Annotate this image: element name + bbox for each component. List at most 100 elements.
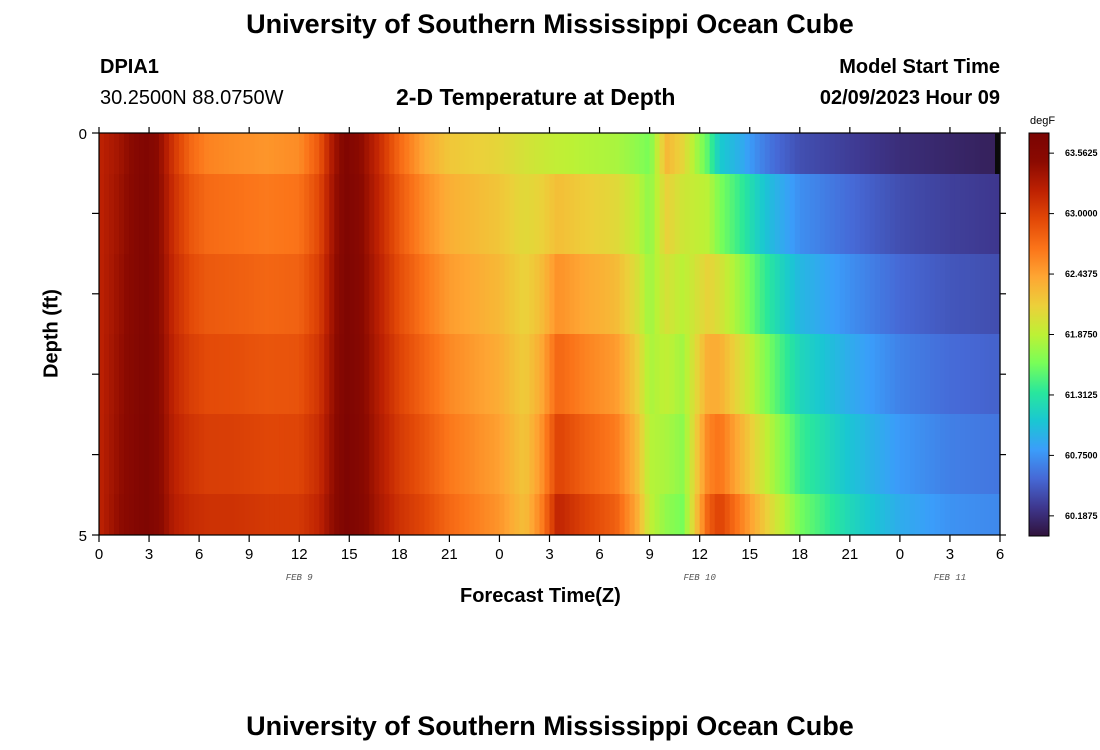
- heatmap-cell: [834, 174, 841, 254]
- heatmap-cell: [724, 414, 731, 494]
- heatmap-cell: [444, 494, 450, 535]
- heatmap-cell: [334, 174, 340, 254]
- heatmap-cell: [684, 414, 691, 494]
- heatmap-cell: [394, 494, 400, 535]
- heatmap-cell: [629, 494, 636, 535]
- x-tick-label: 0: [95, 546, 103, 563]
- heatmap-cell: [144, 174, 150, 254]
- heatmap-cell: [789, 133, 796, 174]
- heatmap-cell: [769, 254, 776, 334]
- footer-title: University of Southern Mississippi Ocean…: [246, 711, 854, 741]
- heatmap-cell: [919, 254, 926, 334]
- heatmap-cell: [684, 174, 691, 254]
- heatmap-cell: [699, 174, 706, 254]
- heatmap-cell: [809, 494, 816, 535]
- heatmap-cell: [894, 174, 901, 254]
- heatmap-cell: [469, 494, 476, 535]
- heatmap-cell: [114, 254, 120, 334]
- heatmap-cell: [804, 254, 811, 334]
- heatmap-cell: [614, 174, 621, 254]
- heatmap-cell: [884, 133, 891, 174]
- heatmap-cell: [484, 133, 491, 174]
- heatmap-cell: [504, 254, 511, 334]
- heatmap-cell: [904, 254, 911, 334]
- heatmap-cell: [414, 414, 420, 494]
- heatmap-cell: [559, 254, 566, 334]
- heatmap-cell: [304, 174, 310, 254]
- heatmap-cell: [524, 174, 531, 254]
- heatmap-cell: [859, 254, 866, 334]
- heatmap-cell: [549, 174, 556, 254]
- heatmap-cell: [609, 174, 616, 254]
- heatmap-cell: [104, 174, 110, 254]
- heatmap-cell: [294, 494, 300, 535]
- heatmap-cell: [684, 254, 691, 334]
- heatmap-cell: [244, 334, 250, 414]
- heatmap-cell: [354, 133, 360, 174]
- heatmap-cell: [504, 334, 511, 414]
- heatmap-cell: [769, 174, 776, 254]
- heatmap-cell: [289, 254, 295, 334]
- heatmap-cell: [119, 254, 125, 334]
- heatmap-cell: [569, 334, 576, 414]
- heatmap-cell: [104, 254, 110, 334]
- heatmap-cell: [954, 174, 961, 254]
- heatmap-cell: [664, 334, 671, 414]
- day-labels: FEB 9 FEB 10 FEB 11: [286, 573, 966, 583]
- heatmap-cell: [419, 334, 425, 414]
- heatmap-cell: [934, 133, 941, 174]
- heatmap-cell: [224, 414, 230, 494]
- heatmap-cell: [459, 334, 466, 414]
- heatmap-cell: [684, 133, 691, 174]
- heatmap-cell: [589, 254, 596, 334]
- heatmap-cell: [159, 414, 165, 494]
- heatmap-cell: [929, 334, 936, 414]
- heatmap-cell: [539, 494, 546, 535]
- heatmap-cell: [839, 414, 846, 494]
- heatmap-cell: [619, 334, 626, 414]
- heatmap-cell: [919, 174, 926, 254]
- heatmap-cell: [864, 414, 871, 494]
- heatmap-cell: [409, 494, 415, 535]
- colorbar: [1028, 132, 1050, 537]
- heatmap-cell: [234, 174, 240, 254]
- x-tick-label: 9: [645, 546, 653, 563]
- station-id: DPIA1: [100, 56, 159, 78]
- heatmap-cell: [729, 133, 736, 174]
- heatmap-cell: [264, 414, 270, 494]
- heatmap-cell: [199, 494, 205, 535]
- heatmap-cell: [659, 174, 666, 254]
- x-tick-label: 21: [441, 546, 458, 563]
- heatmap-cell: [779, 334, 786, 414]
- heatmap-cell: [689, 174, 696, 254]
- heatmap-cell: [789, 494, 796, 535]
- heatmap-cell: [474, 414, 481, 494]
- heatmap-cell: [544, 174, 551, 254]
- heatmap-cell: [769, 414, 776, 494]
- heatmap-cell: [704, 133, 711, 174]
- heatmap-cell: [509, 494, 516, 535]
- colorbar-unit: degF: [1030, 115, 1055, 127]
- heatmap-cell: [319, 494, 325, 535]
- heatmap-cell: [494, 133, 501, 174]
- heatmap-cell: [909, 174, 916, 254]
- heatmap-cell: [514, 133, 521, 174]
- heatmap-cell: [509, 414, 516, 494]
- heatmap-cell: [269, 133, 275, 174]
- heatmap-cell: [969, 174, 976, 254]
- heatmap-cell: [594, 414, 601, 494]
- heatmap-cell: [909, 334, 916, 414]
- heatmap-cell: [839, 334, 846, 414]
- heatmap-cell: [229, 494, 235, 535]
- heatmap-cell: [879, 494, 886, 535]
- heatmap-cell: [709, 133, 716, 174]
- heatmap-cell: [169, 174, 175, 254]
- heatmap-cell: [499, 133, 506, 174]
- heatmap-cell: [679, 133, 686, 174]
- heatmap-cell: [309, 414, 315, 494]
- heatmap-cell: [119, 494, 125, 535]
- heatmap-cell: [924, 414, 931, 494]
- heatmap-cell: [389, 254, 395, 334]
- heatmap-cell: [874, 414, 881, 494]
- heatmap-cell: [149, 334, 155, 414]
